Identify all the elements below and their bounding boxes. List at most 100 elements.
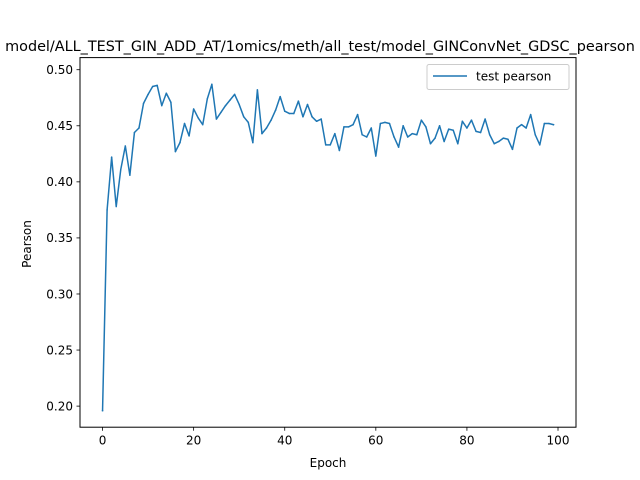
data-point xyxy=(493,142,495,145)
data-point xyxy=(479,131,482,134)
data-point xyxy=(361,134,363,136)
data-point xyxy=(402,125,404,127)
x-tick-label: 100 xyxy=(547,434,570,448)
x-tick-label: 0 xyxy=(99,434,107,448)
data-point xyxy=(457,142,459,145)
data-point xyxy=(338,149,341,152)
data-point xyxy=(270,119,272,121)
data-point xyxy=(206,98,209,100)
x-tick-label: 80 xyxy=(459,434,474,448)
series-line-test-pearson xyxy=(101,83,555,412)
data-point xyxy=(306,103,309,106)
data-point xyxy=(138,127,140,129)
data-point xyxy=(238,103,240,106)
data-point xyxy=(174,150,177,153)
data-point xyxy=(384,121,386,124)
data-point xyxy=(548,122,550,125)
data-point xyxy=(406,136,409,138)
data-point xyxy=(470,119,473,121)
data-point xyxy=(416,134,418,136)
data-point xyxy=(393,136,395,138)
data-point xyxy=(425,126,427,128)
y-axis-label-group: Pearson xyxy=(20,220,34,268)
data-point xyxy=(233,93,236,96)
x-axis-label: Epoch xyxy=(310,456,347,470)
data-point xyxy=(511,148,514,151)
data-point xyxy=(142,102,145,105)
legend: test pearson xyxy=(426,64,570,90)
data-point xyxy=(461,120,464,123)
data-point xyxy=(507,138,509,140)
data-point xyxy=(252,141,254,144)
data-point xyxy=(161,104,163,107)
data-point xyxy=(365,136,368,138)
data-point xyxy=(520,123,523,126)
data-point xyxy=(156,84,158,87)
plot-frame xyxy=(79,57,577,428)
data-point xyxy=(525,127,527,129)
y-tick-label: 0.25 xyxy=(46,343,73,357)
data-point xyxy=(347,126,350,128)
data-point xyxy=(329,144,332,146)
data-point xyxy=(434,137,436,139)
data-point xyxy=(379,122,382,125)
data-point xyxy=(101,409,104,412)
data-point xyxy=(388,122,391,125)
data-point xyxy=(133,131,136,134)
data-point xyxy=(534,134,536,136)
data-point xyxy=(529,113,532,116)
x-tick-label: 60 xyxy=(368,434,383,448)
data-point xyxy=(452,129,454,132)
y-tick-label: 0.20 xyxy=(46,399,73,413)
data-point xyxy=(283,110,286,112)
y-axis-label: Pearson xyxy=(20,220,34,268)
y-tick-label: 0.45 xyxy=(46,119,73,133)
data-point xyxy=(443,140,445,143)
data-point xyxy=(552,123,555,126)
data-point xyxy=(202,123,204,126)
data-point xyxy=(106,209,108,211)
data-point xyxy=(129,174,131,176)
data-point xyxy=(197,117,199,119)
data-point xyxy=(352,123,354,126)
data-point xyxy=(288,112,291,115)
data-point xyxy=(215,118,218,120)
x-tick-label: 20 xyxy=(186,434,201,448)
data-point xyxy=(411,132,414,135)
data-point xyxy=(229,99,231,101)
data-point xyxy=(302,116,304,118)
data-point xyxy=(516,127,518,129)
legend-box xyxy=(426,64,570,90)
data-point xyxy=(315,120,318,123)
x-tick-label: 40 xyxy=(277,434,292,448)
data-point xyxy=(370,127,373,129)
chart-title: model/ALL_TEST_GIN_ADD_AT/1omics/meth/al… xyxy=(5,39,635,55)
data-point xyxy=(192,108,195,110)
data-point xyxy=(165,92,168,95)
y-tick-label: 0.40 xyxy=(46,175,73,189)
data-point xyxy=(120,168,122,171)
data-point xyxy=(543,122,546,125)
data-point xyxy=(324,144,327,146)
data-point xyxy=(147,93,149,96)
data-point xyxy=(375,155,377,157)
data-point xyxy=(484,118,486,120)
data-point xyxy=(179,141,181,144)
data-point xyxy=(447,128,450,130)
data-point xyxy=(261,132,263,135)
data-point xyxy=(539,144,541,146)
data-point xyxy=(151,85,154,88)
data-point xyxy=(265,127,268,129)
data-point xyxy=(293,112,295,115)
data-point xyxy=(274,109,277,111)
data-point xyxy=(183,122,186,125)
legend-label: test pearson xyxy=(476,70,551,84)
y-tick-label: 0.35 xyxy=(46,231,73,245)
data-point xyxy=(320,118,322,120)
data-point xyxy=(498,140,500,143)
data-point xyxy=(343,126,345,128)
data-point xyxy=(247,121,250,124)
data-point xyxy=(438,125,441,127)
data-point xyxy=(124,145,127,147)
